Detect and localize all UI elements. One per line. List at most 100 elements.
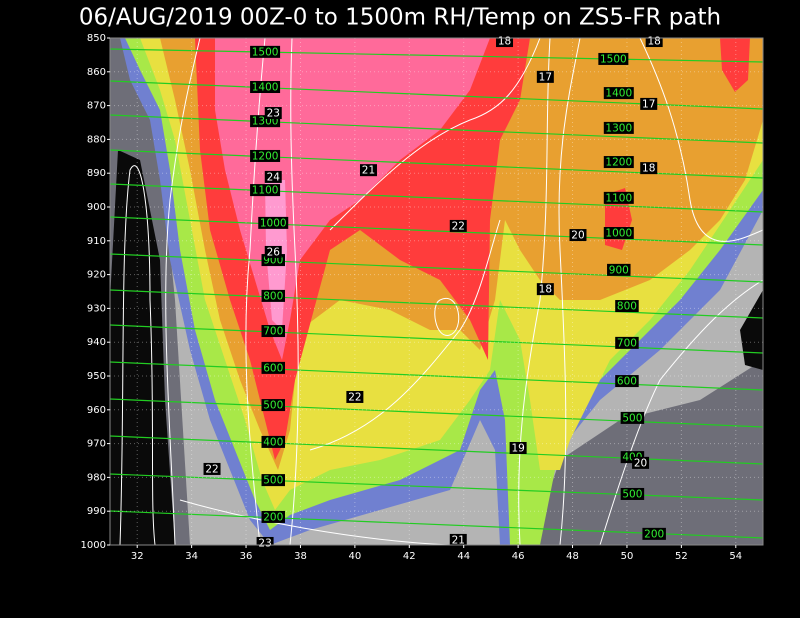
height-label: 600	[617, 376, 637, 388]
height-label-box	[615, 375, 639, 388]
height-label: 700	[617, 337, 637, 349]
height-contour	[110, 216, 763, 246]
y-tick-label: 930	[87, 303, 106, 314]
temperature-label-box	[203, 462, 221, 475]
height-label-box	[620, 487, 645, 500]
height-label-box	[607, 263, 631, 276]
temperature-label: 22	[452, 220, 465, 232]
temperature-label: 23	[258, 537, 271, 549]
y-tick-label: 960	[87, 405, 106, 416]
y-tick-label: 880	[87, 134, 106, 145]
height-label: 1100	[605, 192, 632, 204]
height-label: 500	[622, 488, 642, 500]
height-label-box	[598, 52, 629, 65]
y-tick-label: 860	[87, 67, 106, 78]
temperature-label-box	[509, 441, 527, 454]
height-contour	[110, 253, 763, 283]
height-contour	[110, 361, 763, 391]
temperature-label: 21	[362, 165, 375, 177]
height-label-box	[603, 121, 634, 134]
temperature-label-box	[569, 229, 587, 242]
height-label: 500	[622, 412, 642, 424]
temperature-label-box	[256, 536, 274, 549]
temperature-label-box	[632, 456, 650, 469]
x-tick-label: 50	[621, 551, 634, 562]
height-label-box	[620, 411, 645, 424]
temperature-label: 17	[539, 71, 552, 83]
height-label: 1200	[605, 157, 632, 169]
temperature-label-box	[346, 390, 364, 403]
height-contour	[110, 398, 763, 428]
temperature-contour	[518, 38, 551, 545]
height-label-box	[261, 289, 285, 302]
x-tick-label: 40	[349, 551, 362, 562]
temperature-contours	[119, 38, 763, 545]
height-label: 200	[644, 528, 664, 540]
height-label: 1000	[260, 217, 287, 229]
height-label: 800	[617, 301, 637, 313]
y-tick-label: 990	[87, 506, 106, 517]
height-contour	[110, 473, 763, 501]
temperature-label: 18	[642, 163, 655, 175]
plot-frame	[109, 37, 764, 546]
temperature-label-box	[264, 170, 282, 183]
height-label-box	[250, 184, 281, 197]
temperature-label-box	[449, 533, 467, 546]
temperature-label: 23	[267, 108, 280, 120]
height-label: 200	[263, 511, 283, 523]
y-tick-label: 980	[87, 472, 106, 483]
temperature-contour	[558, 38, 581, 545]
height-label: 1500	[252, 46, 279, 58]
height-label-box	[603, 191, 634, 204]
y-tick-label: 950	[87, 371, 106, 382]
height-label: 1400	[252, 82, 279, 94]
x-tick-label: 52	[675, 551, 688, 562]
height-label: 1500	[600, 53, 627, 65]
height-label: 400	[263, 436, 283, 448]
temperature-label: 20	[634, 457, 647, 469]
y-tick-label: 910	[87, 236, 106, 247]
height-label-box	[250, 149, 281, 162]
height-label: 1100	[252, 185, 279, 197]
height-label: 700	[263, 326, 283, 338]
temperature-label: 26	[267, 246, 281, 258]
temperature-label: 22	[205, 463, 218, 475]
temperature-label-box	[536, 70, 554, 83]
height-label: 600	[263, 362, 283, 374]
height-label-box	[250, 45, 281, 58]
height-label-box	[261, 325, 285, 338]
chart-title: 06/AUG/2019 00Z-0 to 1500m RH/Temp on ZS…	[79, 5, 721, 31]
rh-band	[720, 38, 750, 92]
temperature-contour	[179, 499, 451, 545]
height-label-box	[261, 435, 285, 448]
temperature-label-box	[640, 97, 658, 110]
height-label: 1300	[605, 122, 632, 134]
y-tick-label: 970	[87, 439, 106, 450]
height-label-box	[261, 399, 285, 412]
temperature-contour	[434, 297, 460, 336]
rh-very-dry	[530, 360, 763, 545]
x-tick-label: 44	[457, 551, 470, 562]
x-tick-label: 32	[131, 551, 144, 562]
height-label-box	[615, 336, 639, 349]
height-label: 500	[263, 475, 283, 487]
height-label-box	[261, 361, 285, 374]
temperature-contour	[245, 38, 266, 545]
x-tick-label: 48	[566, 551, 579, 562]
height-contour	[110, 114, 763, 144]
height-contour	[110, 183, 763, 213]
x-tick-label: 54	[729, 551, 742, 562]
temperature-label: 22	[348, 391, 361, 403]
x-tick-label: 42	[403, 551, 416, 562]
temperature-label: 24	[267, 171, 281, 183]
temperature-contour	[639, 38, 763, 242]
height-label: 1200	[252, 150, 279, 162]
y-tick-label: 890	[87, 168, 106, 179]
temperature-label: 19	[511, 442, 524, 454]
y-tick-label: 940	[87, 337, 106, 348]
x-tick-label: 36	[240, 551, 253, 562]
rh-driest	[740, 290, 763, 370]
height-label-box	[603, 227, 634, 240]
temperature-label: 21	[452, 534, 465, 546]
